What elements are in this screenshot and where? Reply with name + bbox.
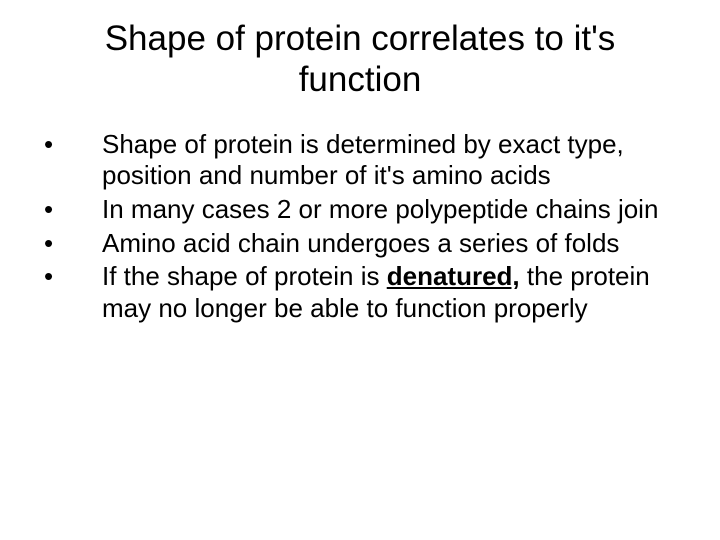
emphasis-denatured: denatured, — [387, 261, 520, 291]
bullet-marker: • — [44, 129, 102, 161]
bullet-text: Shape of protein is determined by exact … — [102, 129, 676, 192]
bullet-list: • Shape of protein is determined by exac… — [44, 129, 676, 325]
slide: Shape of protein correlates to it's func… — [0, 0, 720, 540]
bullet-text: Amino acid chain undergoes a series of f… — [102, 228, 676, 260]
list-item: • Amino acid chain undergoes a series of… — [44, 228, 676, 260]
list-item: • Shape of protein is determined by exac… — [44, 129, 676, 192]
bullet-text: In many cases 2 or more polypeptide chai… — [102, 194, 676, 226]
bullet-marker: • — [44, 228, 102, 260]
list-item: • In many cases 2 or more polypeptide ch… — [44, 194, 676, 226]
slide-title: Shape of protein correlates to it's func… — [44, 18, 676, 101]
bullet-marker: • — [44, 194, 102, 226]
bullet-marker: • — [44, 261, 102, 293]
bullet-text: If the shape of protein is denatured, th… — [102, 261, 676, 324]
bullet-text-part: If the shape of protein is — [102, 261, 387, 291]
list-item: • If the shape of protein is denatured, … — [44, 261, 676, 324]
